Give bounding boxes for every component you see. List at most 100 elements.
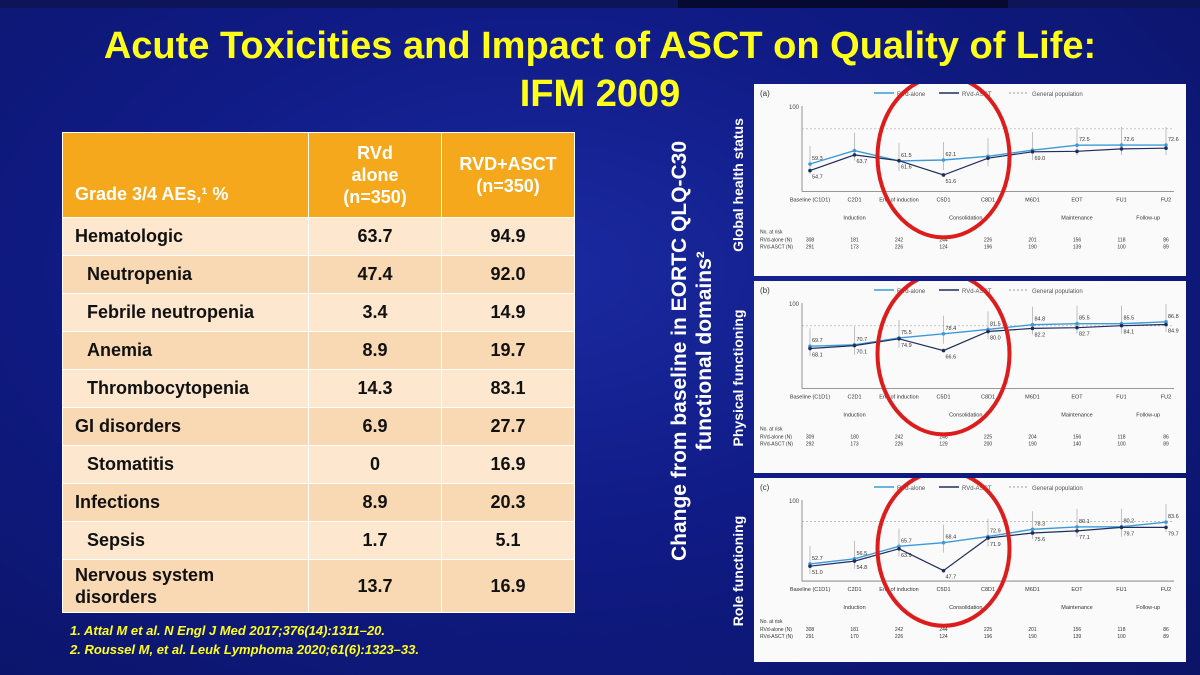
at-risk-asct-value: 89 <box>1163 245 1169 251</box>
at-risk-asct-value: 292 <box>806 442 815 448</box>
data-label-rvd: 72.9 <box>990 529 1001 535</box>
at-risk-rvd-value: 86 <box>1163 238 1169 244</box>
data-label-rvd: 68.4 <box>946 535 957 541</box>
series-rvd-alone-point <box>1030 322 1035 327</box>
at-risk-asct-value: 100 <box>1117 442 1126 448</box>
series-rvd-asct-point <box>1164 525 1168 530</box>
row-name: Sepsis <box>62 521 309 560</box>
series-rvd-asct-point <box>852 153 857 157</box>
row-value-asct: 16.9 <box>441 559 575 613</box>
series-rvd-alone-point <box>1164 320 1168 324</box>
phase-label: Induction <box>843 216 865 222</box>
chart-panel-svg: (c) RVd-alone RVd-ASCT General population 10… <box>760 478 1179 640</box>
side-axis-label-line2: functional domains² <box>693 251 716 451</box>
y-tick-label: 100 <box>789 499 800 505</box>
data-label-asct: 79.7 <box>1124 531 1135 537</box>
at-risk-asct-label: RVd-ASCT (N) <box>760 634 793 640</box>
x-tick-label: M6D1 <box>1025 395 1040 401</box>
at-risk-rvd-value: 118 <box>1118 238 1126 244</box>
row-value-asct: 5.1 <box>441 521 575 560</box>
data-label-asct: 71.9 <box>990 542 1001 548</box>
x-tick-label: End of induction <box>879 395 918 401</box>
data-label-rvd: 85.5 <box>1124 316 1135 322</box>
row-name: Neutropenia <box>62 255 309 294</box>
x-tick-label: C8D1 <box>981 587 995 593</box>
series-rvd-alone-point <box>852 148 857 153</box>
at-risk-title: No. at risk <box>760 427 783 433</box>
x-tick-label: Baseline (C1D1) <box>790 395 831 401</box>
at-risk-rvd-value: 204 <box>1028 435 1037 441</box>
phase-label: Maintenance <box>1061 216 1093 222</box>
at-risk-asct-value: 124 <box>939 634 948 640</box>
at-risk-rvd-value: 308 <box>806 238 815 244</box>
at-risk-asct-value: 226 <box>895 442 904 448</box>
at-risk-rvd-value: 180 <box>850 435 859 441</box>
series-rvd-asct-point <box>852 559 857 563</box>
chart-panel-svg: (a) RVd-alone RVd-ASCT General population 10… <box>760 84 1179 251</box>
series-rvd-asct-point <box>897 158 901 163</box>
x-tick-label: C5D1 <box>936 198 950 204</box>
at-risk-rvd-label: RVd-alone (N) <box>760 627 792 633</box>
data-label-rvd: 78.4 <box>946 326 957 332</box>
data-label-rvd: 81.5 <box>990 321 1001 327</box>
series-rvd-asct-point <box>1119 323 1124 328</box>
row-name: GI disorders <box>62 407 309 446</box>
data-label-asct: 63.9 <box>901 553 912 559</box>
panel-label-a-text: Global health status <box>730 118 746 252</box>
x-tick-label: M6D1 <box>1025 198 1040 204</box>
at-risk-rvd-value: 244 <box>939 238 948 244</box>
row-value-rvd: 6.9 <box>308 407 442 446</box>
legend-label-asct: RVd-ASCT <box>962 486 992 492</box>
panel-letter: (a) <box>760 89 770 98</box>
at-risk-asct-value: 190 <box>1028 634 1037 640</box>
at-risk-asct-value: 100 <box>1117 245 1126 251</box>
data-label-rvd: 72.6 <box>1168 137 1179 143</box>
at-risk-rvd-value: 86 <box>1163 627 1169 633</box>
at-risk-rvd-value: 181 <box>850 238 859 244</box>
header-asct-line1: RVD+ASCT <box>459 154 557 174</box>
at-risk-asct-value: 196 <box>984 245 993 251</box>
row-value-asct: 27.7 <box>441 407 575 446</box>
x-tick-label: C8D1 <box>981 198 995 204</box>
x-tick-label: FU1 <box>1116 395 1126 401</box>
series-rvd-asct-point <box>1119 525 1124 530</box>
at-risk-title: No. at risk <box>760 230 783 236</box>
data-label-asct: 70.1 <box>857 350 868 356</box>
data-label-asct: 82.2 <box>1035 332 1046 338</box>
table-row: Nervous system disorders 13.7 16.9 <box>62 559 575 613</box>
data-label-asct: 66.6 <box>946 355 957 361</box>
series-rvd-alone-point <box>1075 525 1079 529</box>
data-label-asct: 84.1 <box>1124 330 1135 336</box>
at-risk-rvd-value: 181 <box>850 627 859 633</box>
header-rvd-alone: RVd alone (n=350) <box>308 132 442 218</box>
chart-panel-physical: (b) RVd-alone RVd-ASCT General population 10… <box>754 281 1186 473</box>
series-rvd-alone-point <box>1075 143 1079 147</box>
row-value-rvd: 1.7 <box>308 521 442 560</box>
legend-label-general: General population <box>1032 486 1083 492</box>
at-risk-asct-value: 139 <box>1073 245 1082 251</box>
at-risk-rvd-value: 225 <box>984 435 993 441</box>
panel-letter: (b) <box>760 286 770 295</box>
table-row: Thrombocytopenia 14.3 83.1 <box>62 369 575 408</box>
x-tick-label: C5D1 <box>936 587 950 593</box>
series-rvd-asct-point <box>808 346 812 351</box>
series-rvd-alone-point <box>941 158 946 162</box>
top-bar <box>0 0 1200 8</box>
row-value-asct: 16.9 <box>441 445 575 484</box>
at-risk-asct-value: 100 <box>1117 634 1126 640</box>
x-tick-label: FU2 <box>1161 587 1171 593</box>
at-risk-asct-value: 200 <box>984 442 993 448</box>
x-tick-label: FU1 <box>1116 198 1126 204</box>
x-tick-label: FU2 <box>1161 395 1171 401</box>
phase-label: Consolidation <box>949 605 982 611</box>
at-risk-rvd-value: 242 <box>895 435 904 441</box>
at-risk-rvd-value: 86 <box>1163 435 1169 441</box>
series-rvd-alone-point <box>1030 527 1035 532</box>
at-risk-asct-value: 89 <box>1163 634 1169 640</box>
series-rvd-alone-point <box>941 331 946 336</box>
x-tick-label: C2D1 <box>847 587 861 593</box>
highlight-circle <box>875 84 1012 240</box>
slide-title-line1: Acute Toxicities and Impact of ASCT on Q… <box>103 25 1097 67</box>
series-rvd-asct-point <box>808 168 812 173</box>
data-label-asct: 61.6 <box>901 165 912 171</box>
